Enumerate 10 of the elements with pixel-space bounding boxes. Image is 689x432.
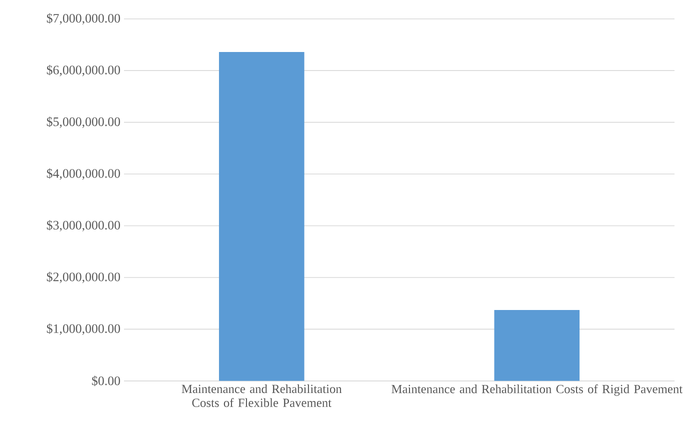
y-tick-label: $7,000,000.00 bbox=[46, 13, 120, 25]
y-tick-label: $1,000,000.00 bbox=[46, 324, 120, 336]
y-tick-label: $5,000,000.00 bbox=[46, 116, 120, 128]
y-tick-label: $6,000,000.00 bbox=[46, 65, 120, 76]
x-tick-label: Maintenance and Rehabilitation Costs of Flexible Pavement bbox=[182, 384, 342, 408]
y-tick-label: $0.00 bbox=[92, 376, 120, 386]
x-tick-label: Maintenance and Rehabilitation Costs of Rigid Pavement bbox=[392, 384, 683, 396]
y-tick-label: $4,000,000.00 bbox=[46, 168, 120, 180]
y-tick-label: $2,000,000.00 bbox=[46, 272, 120, 284]
y-tick-label: $3,000,000.00 bbox=[46, 220, 120, 232]
